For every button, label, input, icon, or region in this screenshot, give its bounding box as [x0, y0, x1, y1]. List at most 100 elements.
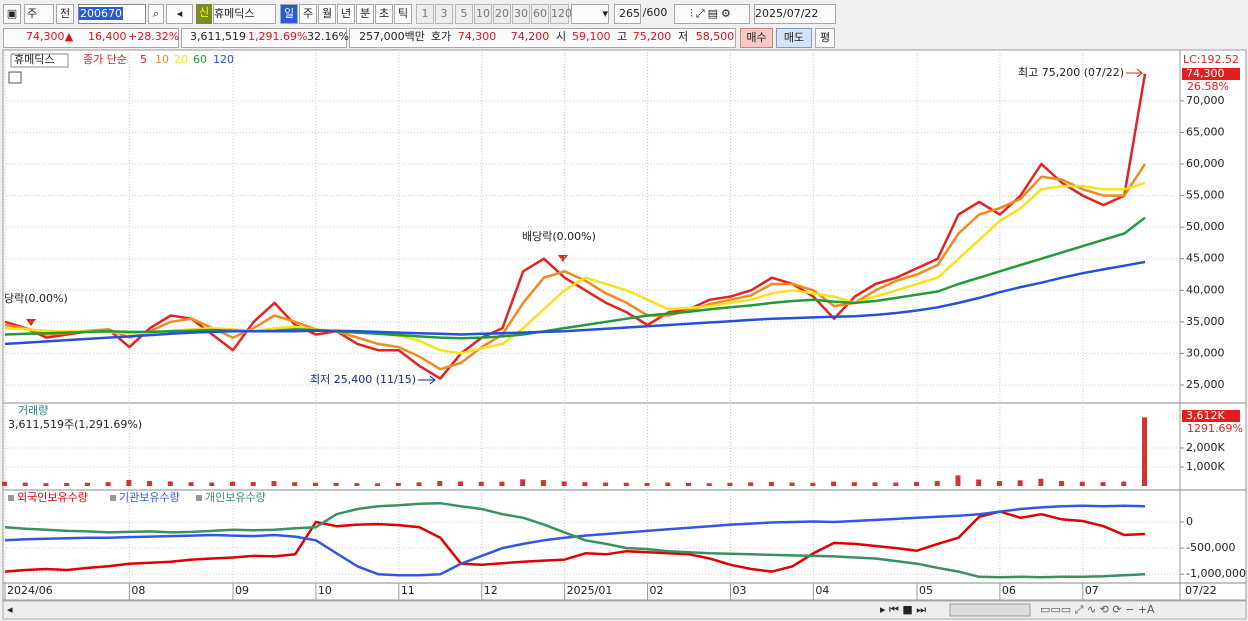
toolbar-button[interactable]: 20: [493, 4, 511, 24]
zoom-slider[interactable]: [949, 603, 1031, 617]
volume-bar: [230, 481, 235, 486]
x-tick-label: 06: [1002, 584, 1016, 597]
last-volume-pct: 1291.69%: [1187, 422, 1243, 435]
zoom-controls[interactable]: ▭▭▭ ⤢ ∿ ⟲ ⟳ − +A: [1040, 603, 1155, 616]
y-tick-label: 25,000: [1186, 378, 1225, 391]
volume-bar: [831, 481, 837, 486]
dropdown[interactable]: ▾: [571, 4, 609, 24]
lc-label: LC:192.52: [1183, 53, 1239, 66]
count[interactable]: 265: [614, 4, 641, 24]
toolbar-button[interactable]: 일: [280, 4, 298, 24]
avg-button[interactable]: 평: [815, 28, 835, 48]
series-line: [4, 163, 1147, 371]
x-tick-label: 05: [919, 584, 933, 597]
code-input[interactable]: 200670: [78, 4, 146, 24]
y-tick-label: 70,000: [1186, 94, 1225, 107]
legend-entry: 60: [193, 53, 207, 66]
buy-button[interactable]: 매수: [740, 28, 773, 48]
quote-label: 호가: [430, 30, 452, 43]
x-tick-label: 07: [1085, 584, 1099, 597]
code: 200670: [79, 7, 123, 20]
volume-bar: [872, 482, 878, 486]
y-tick-label: -500,000: [1186, 541, 1235, 554]
y-tick-label: 2,000K: [1186, 441, 1225, 454]
ex-dividend-left: 당락(0.00%): [4, 292, 68, 305]
toolbar-button[interactable]: 틱: [394, 4, 412, 24]
series-line: [4, 501, 1146, 579]
x-tick-label: 08: [131, 584, 145, 597]
legend-marker: [196, 495, 202, 501]
series-line: [4, 260, 1146, 346]
volume-bar: [955, 475, 961, 486]
legend-name: 휴메딕스: [14, 53, 54, 66]
max-count: /600: [642, 6, 668, 19]
scroll-left[interactable]: ◂: [7, 603, 13, 616]
volume-bar: [22, 482, 28, 486]
x-tick-label: 2025/01: [567, 584, 613, 597]
price-box: [3, 28, 179, 48]
high: 75,200: [632, 30, 672, 43]
volume-bar: [520, 479, 526, 486]
volume-summary: 3,611,519주(1,291.69%): [8, 418, 142, 431]
toolbar-button[interactable]: 월: [318, 4, 336, 24]
volume-bar: [395, 482, 401, 486]
volume-bar: [1079, 481, 1085, 486]
sound-icon[interactable]: ◂: [166, 4, 193, 24]
last-pct: 26.58%: [1187, 80, 1229, 93]
toolbar-button[interactable]: 초: [375, 4, 393, 24]
toolbar-button[interactable]: 분: [356, 4, 374, 24]
search-icon[interactable]: ⌕: [148, 4, 164, 24]
volume-bar: [437, 481, 443, 486]
table-icon[interactable]: [8, 71, 22, 84]
volume-bar: [250, 482, 256, 486]
date[interactable]: 2025/07/22: [754, 4, 836, 24]
y-tick-label: 0: [1186, 515, 1193, 528]
toolbar-button[interactable]: 5: [455, 4, 473, 24]
period-type[interactable]: 주: [24, 4, 54, 24]
high-annotation: 최고 75,200 (07/22): [1018, 66, 1124, 79]
y-tick-label: 55,000: [1186, 189, 1225, 202]
x-tick-label: 04: [815, 584, 829, 597]
volume-bar: [105, 482, 111, 486]
y-tick-label: 30,000: [1186, 346, 1225, 359]
toolbar-button[interactable]: 1: [416, 4, 434, 24]
sell-button[interactable]: 매도: [776, 28, 812, 48]
volume-bar: [1038, 478, 1044, 486]
y-tick-label: 45,000: [1186, 252, 1225, 265]
toolbar-button[interactable]: 10: [474, 4, 492, 24]
toolbar-button[interactable]: 120: [550, 4, 572, 24]
last-volume: 3,612K: [1186, 409, 1225, 422]
legend-label: 종가 단순: [83, 53, 127, 66]
x-tick-label: 09: [235, 584, 249, 597]
tool-icons[interactable]: ⫶⤢▤⚙: [674, 4, 750, 24]
volume-bar: [354, 483, 360, 486]
toolbar-button[interactable]: 년: [337, 4, 355, 24]
volume-bar: [644, 482, 650, 486]
toolbar-button[interactable]: 60: [531, 4, 549, 24]
menu-icon[interactable]: ▣: [3, 4, 21, 24]
scrollbar[interactable]: [2, 600, 1247, 620]
legend-entry: 10: [155, 53, 169, 66]
volume-bar: [1059, 481, 1065, 486]
playback-controls[interactable]: ▸ ⏮ ■ ⏭: [880, 603, 926, 616]
volume-bar: [706, 483, 712, 486]
toolbar-button[interactable]: 3: [435, 4, 453, 24]
last-price-box: [1182, 68, 1240, 80]
toolbar-button[interactable]: 30: [512, 4, 530, 24]
volume-bar: [768, 481, 774, 486]
volume-bar: [333, 482, 339, 486]
volume-bar: [64, 482, 70, 486]
prev-button[interactable]: 전: [56, 4, 74, 24]
toolbar-button[interactable]: 주: [299, 4, 317, 24]
change-pct: +28.32%: [128, 30, 180, 43]
y-tick-label: 35,000: [1186, 315, 1225, 328]
volume-bar: [914, 482, 919, 486]
x-tick-label: 02: [650, 584, 664, 597]
last-volume-box: [1182, 410, 1240, 422]
volume-bar: [665, 482, 671, 486]
volume-bar: [1017, 480, 1023, 486]
volume-bar: [686, 482, 691, 486]
amount: 257,000백만: [359, 30, 425, 43]
ex-dividend: 배당락(0.00%): [522, 230, 596, 243]
